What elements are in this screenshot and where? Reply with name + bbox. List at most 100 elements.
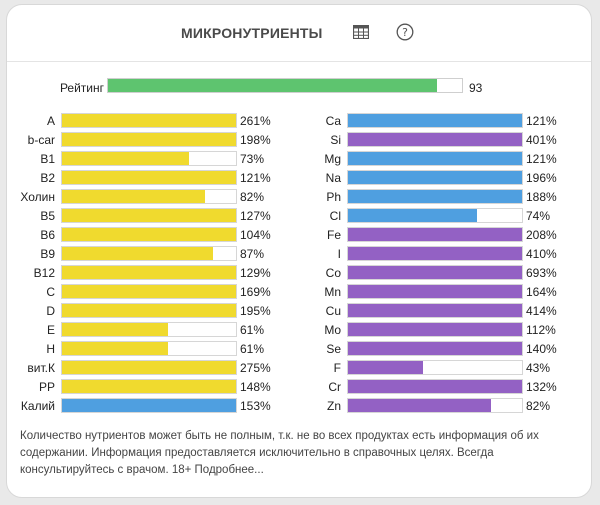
nutrient-percent: 132%	[526, 380, 557, 394]
nutrient-percent: 208%	[526, 228, 557, 242]
nutrient-percent: 414%	[526, 304, 557, 318]
nutrient-percent: 148%	[240, 380, 271, 394]
nutrient-bar	[61, 341, 237, 356]
nutrient-bar	[347, 398, 523, 413]
nutrient-bar-fill	[348, 190, 522, 203]
nutrient-bar-fill	[348, 304, 522, 317]
nutrient-bar	[61, 265, 237, 280]
nutrient-percent: 82%	[526, 399, 551, 413]
disclaimer-text: Количество нутриентов может быть не полн…	[20, 430, 539, 476]
nutrient-bar	[61, 379, 237, 394]
nutrient-label: PP	[38, 380, 55, 394]
nutrient-bar	[347, 265, 523, 280]
nutrient-bar-fill	[62, 190, 205, 203]
nutrient-bar	[61, 246, 237, 261]
nutrient-percent: 410%	[526, 247, 557, 261]
nutrient-bar	[347, 379, 523, 394]
nutrient-bar	[61, 189, 237, 204]
nutrient-percent: 121%	[240, 171, 271, 185]
nutrient-percent: 121%	[526, 114, 557, 128]
nutrient-bar-fill	[348, 342, 522, 355]
nutrient-percent: 261%	[240, 114, 271, 128]
nutrient-bar-fill	[62, 114, 236, 127]
nutrient-percent: 188%	[526, 190, 557, 204]
nutrient-bar	[61, 208, 237, 223]
nutrient-bar	[347, 322, 523, 337]
nutrient-label: Co	[325, 266, 341, 280]
nutrient-bar-fill	[62, 266, 236, 279]
nutrient-bar-fill	[62, 304, 236, 317]
nutrient-label: Ca	[325, 114, 341, 128]
nutrient-percent: 153%	[240, 399, 271, 413]
nutrient-bar-fill	[348, 133, 522, 146]
nutrient-bar	[347, 151, 523, 166]
nutrient-bar	[347, 284, 523, 299]
nutrient-bar-fill	[62, 228, 236, 241]
nutrient-label: Zn	[326, 399, 341, 413]
nutrient-percent: 43%	[526, 361, 551, 375]
nutrient-label: Cu	[325, 304, 341, 318]
nutrient-label: C	[46, 285, 55, 299]
nutrient-label: Si	[330, 133, 341, 147]
nutrient-label: Ph	[326, 190, 341, 204]
nutrient-bar-fill	[62, 152, 190, 165]
nutrient-label: H	[46, 342, 55, 356]
nutrient-bar-fill	[348, 171, 522, 184]
nutrient-bar-fill	[62, 342, 169, 355]
nutrient-bar-fill	[62, 399, 236, 412]
card-title: МИКРОНУТРИЕНТЫ	[181, 25, 323, 41]
nutrient-bar-fill	[348, 380, 522, 393]
nutrient-label: D	[46, 304, 55, 318]
nutrient-bar-fill	[348, 361, 423, 374]
rating-label: Рейтинг	[59, 81, 104, 95]
nutrient-bar	[347, 132, 523, 147]
help-icon[interactable]: ?	[396, 23, 414, 41]
nutrient-bar	[61, 322, 237, 337]
nutrient-bar	[61, 360, 237, 375]
nutrient-bar	[61, 284, 237, 299]
nutrient-percent: 169%	[240, 285, 271, 299]
nutrient-percent: 104%	[240, 228, 271, 242]
nutrient-label: B5	[40, 209, 55, 223]
nutrient-bar	[61, 113, 237, 128]
nutrient-bar	[61, 170, 237, 185]
nutrient-bar-fill	[62, 323, 169, 336]
rating-bar	[107, 78, 463, 93]
rating-value: 93	[469, 81, 483, 95]
nutrient-label: Cl	[329, 209, 341, 223]
nutrient-bar	[347, 189, 523, 204]
nutrient-label: B9	[40, 247, 55, 261]
nutrient-label: B12	[33, 266, 55, 280]
nutrient-label: B1	[40, 152, 55, 166]
nutrient-bar	[347, 246, 523, 261]
nutrient-percent: 121%	[526, 152, 557, 166]
nutrient-bar	[61, 227, 237, 242]
micronutrients-card: МИКРОНУТРИЕНТЫ ? Рейтинг 93 A 261% b-car 19…	[6, 4, 592, 498]
nutrient-percent: 275%	[240, 361, 271, 375]
table-view-icon[interactable]	[353, 25, 369, 39]
nutrient-label: I	[337, 247, 341, 261]
nutrient-bar	[61, 132, 237, 147]
nutrient-bar-fill	[62, 380, 236, 393]
nutrient-bar	[61, 303, 237, 318]
nutrient-label: E	[46, 323, 55, 337]
nutrient-bar-fill	[62, 209, 236, 222]
nutrient-percent: 127%	[240, 209, 271, 223]
nutrient-percent: 401%	[526, 133, 557, 147]
nutrient-percent: 87%	[240, 247, 265, 261]
nutrient-label: Холин	[20, 190, 55, 204]
nutrient-bar-fill	[348, 323, 522, 336]
rating-bar-fill	[108, 79, 438, 92]
nutrient-bar-fill	[348, 114, 522, 127]
nutrient-percent: 112%	[526, 323, 556, 337]
nutrient-bar-fill	[348, 399, 491, 412]
nutrient-bar-fill	[62, 133, 236, 146]
nutrient-label: Fe	[326, 228, 341, 242]
nutrient-percent: 196%	[526, 171, 557, 185]
svg-text:?: ?	[402, 26, 408, 39]
nutrient-label: вит.К	[27, 361, 55, 375]
nutrient-bar-fill	[348, 228, 522, 241]
nutrient-label: Калий	[20, 399, 55, 413]
nutrient-bar-fill	[348, 285, 522, 298]
nutrient-label: Mn	[324, 285, 341, 299]
